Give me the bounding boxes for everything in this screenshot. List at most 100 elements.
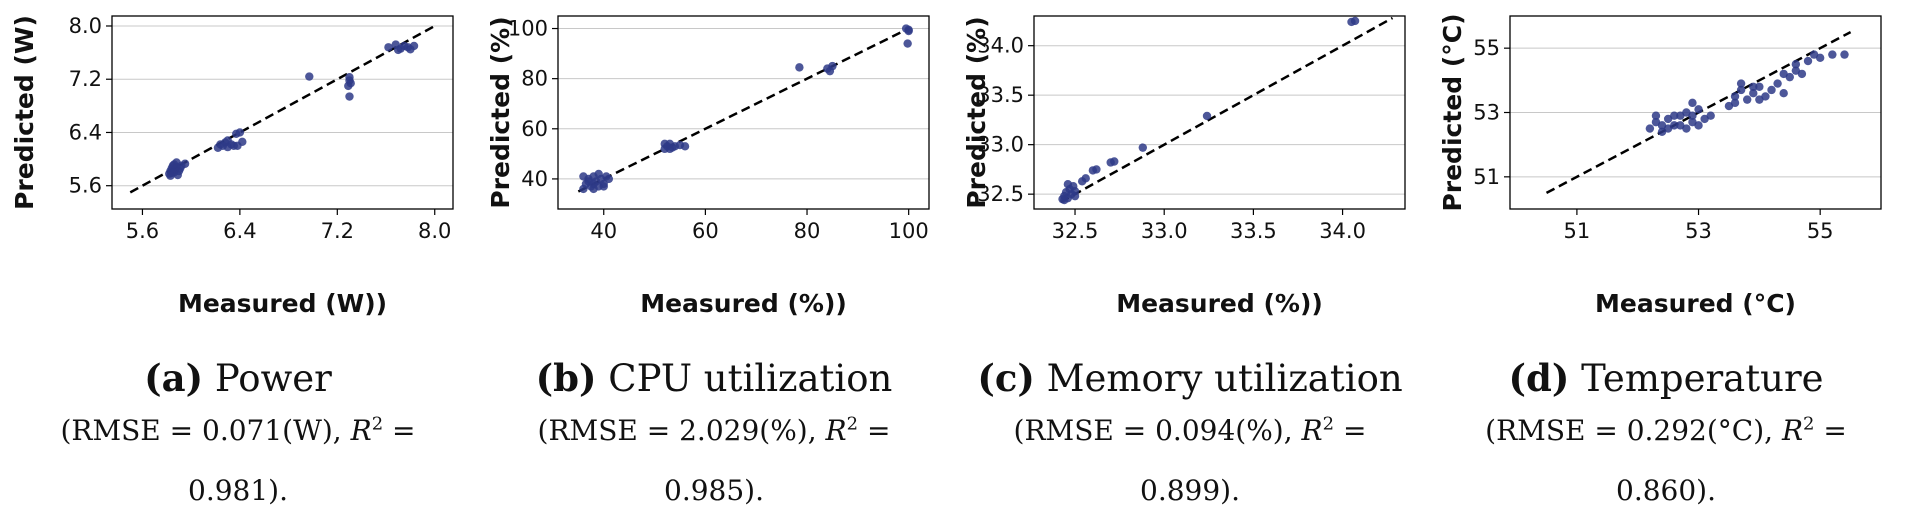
data-point	[1645, 124, 1655, 133]
data-point	[904, 26, 913, 36]
data-point	[1755, 95, 1764, 104]
data-point	[599, 182, 608, 191]
data-point	[665, 144, 675, 154]
chart-temperature: 51 53 55 51 53 55 Measured (°C) Predicted (°C)	[1438, 13, 1882, 318]
plot-frame	[1033, 15, 1406, 210]
data-point	[344, 81, 353, 91]
data-point	[1092, 165, 1101, 174]
data-point	[1803, 56, 1813, 66]
data-point	[1730, 92, 1740, 101]
data-point	[1730, 98, 1740, 108]
y-axis-label: Predicted (°C)	[1438, 13, 1467, 211]
panel-power: 5.6 6.4 7.2 8.0 5.6 6.4 7.2 8.0 Measured (W)) Pre…	[0, 0, 476, 517]
panel-memory: 32.5 33.0 33.5 34.0 32.5 33.0 33.5 34.0 Measured…	[952, 0, 1428, 517]
y-axis-label: Predicted (W)	[10, 15, 39, 210]
data-point	[1670, 111, 1679, 120]
data-point	[825, 66, 835, 76]
data-point	[1767, 85, 1776, 95]
data-point	[1676, 121, 1685, 130]
data-point	[1828, 50, 1837, 59]
y-axis-label: Predicted (%)	[486, 16, 515, 208]
y-tick-label: 40	[521, 167, 548, 191]
y-tick-label: 55	[1473, 36, 1500, 60]
data-point	[1688, 98, 1697, 108]
data-point	[1063, 180, 1073, 189]
caption-rmse: (RMSE = 0.071(W), R2 =	[60, 413, 416, 447]
x-axis-label: Measured (%))	[1116, 289, 1323, 318]
data-point	[1060, 195, 1069, 205]
data-point	[1749, 82, 1758, 91]
y-tick-label: 34.0	[977, 34, 1024, 58]
panel-temperature: 51 53 55 51 53 55 Measured (°C) Predicted (°C) …	[1428, 0, 1904, 517]
data-point	[235, 128, 245, 137]
y-tick-label: 7.2	[69, 67, 102, 91]
panel-cpu: 40 60 80 100 40 60 80 100 Measured (%)) Predicted…	[476, 0, 952, 517]
caption-rmse: (RMSE = 2.029(%), R2 =	[537, 413, 891, 447]
caption-title: (a) Power	[144, 356, 332, 400]
y-tick-label: 80	[521, 67, 548, 91]
x-tick-label: 33.5	[1230, 219, 1277, 243]
data-point	[1110, 157, 1119, 166]
data-point	[180, 159, 190, 168]
data-point	[1706, 111, 1715, 120]
data-point	[604, 174, 614, 184]
data-point	[1736, 79, 1746, 88]
plot-frame	[557, 15, 930, 210]
y-tick-label: 5.6	[69, 174, 102, 198]
x-tick-label: 100	[889, 219, 929, 243]
x-tick-label: 34.0	[1319, 219, 1366, 243]
data-point	[1694, 105, 1703, 114]
data-point	[233, 141, 242, 150]
data-point	[1651, 111, 1661, 120]
y-tick-label: 60	[521, 117, 548, 141]
data-point	[579, 172, 588, 181]
caption-r2: 0.985).	[664, 474, 764, 507]
data-point	[903, 39, 912, 48]
chart-cpu: 40 60 80 100 40 60 80 100 Measured (%)) Predicted…	[486, 15, 930, 318]
caption-r2: 0.860).	[1616, 474, 1716, 507]
caption-title: (d) Temperature	[1508, 356, 1824, 400]
data-point	[1736, 85, 1746, 95]
x-tick-label: 80	[794, 219, 821, 243]
data-point	[594, 169, 603, 179]
data-point	[1840, 50, 1849, 59]
x-tick-label: 32.5	[1052, 219, 1099, 243]
data-point	[1682, 108, 1691, 117]
x-tick-label: 51	[1564, 219, 1591, 243]
x-tick-label: 6.4	[223, 219, 256, 243]
caption-r2: 0.981).	[188, 474, 288, 507]
data-point	[1779, 69, 1788, 79]
data-point	[1779, 89, 1788, 98]
data-point	[384, 43, 393, 52]
data-point	[409, 41, 419, 51]
chart-memory: 32.5 33.0 33.5 34.0 32.5 33.0 33.5 34.0 Measured…	[962, 15, 1406, 318]
y-tick-label: 33.0	[977, 133, 1024, 157]
caption-rmse: (RMSE = 0.094(%), R2 =	[1013, 413, 1367, 447]
y-tick-label: 100	[508, 17, 548, 41]
y-tick-label: 51	[1473, 165, 1500, 189]
x-axis-label: Measured (%))	[640, 289, 847, 318]
caption-title: (c) Memory utilization	[977, 356, 1403, 400]
x-tick-label: 53	[1685, 219, 1712, 243]
data-point	[1773, 79, 1782, 88]
caption-title: (b) CPU utilization	[535, 356, 893, 400]
data-point	[1350, 16, 1360, 26]
data-point	[1815, 53, 1825, 63]
chart-power: 5.6 6.4 7.2 8.0 5.6 6.4 7.2 8.0 Measured (W)) Pre…	[10, 14, 454, 318]
data-point	[1791, 60, 1801, 69]
plot-frame	[111, 15, 454, 210]
x-tick-label: 8.0	[418, 219, 451, 243]
data-point	[1202, 111, 1212, 121]
x-tick-label: 33.0	[1141, 219, 1188, 243]
caption-rmse: (RMSE = 0.292(°C), R2 =	[1485, 413, 1847, 447]
y-axis-label: Predicted (%)	[962, 16, 991, 208]
y-tick-label: 53	[1473, 101, 1500, 125]
data-point	[1070, 191, 1080, 201]
y-tick-label: 32.5	[977, 182, 1024, 206]
data-point	[305, 72, 314, 81]
data-point	[1749, 89, 1758, 98]
data-point	[166, 171, 175, 180]
data-point	[795, 63, 804, 72]
x-tick-label: 55	[1807, 219, 1834, 243]
data-point	[1657, 121, 1667, 130]
